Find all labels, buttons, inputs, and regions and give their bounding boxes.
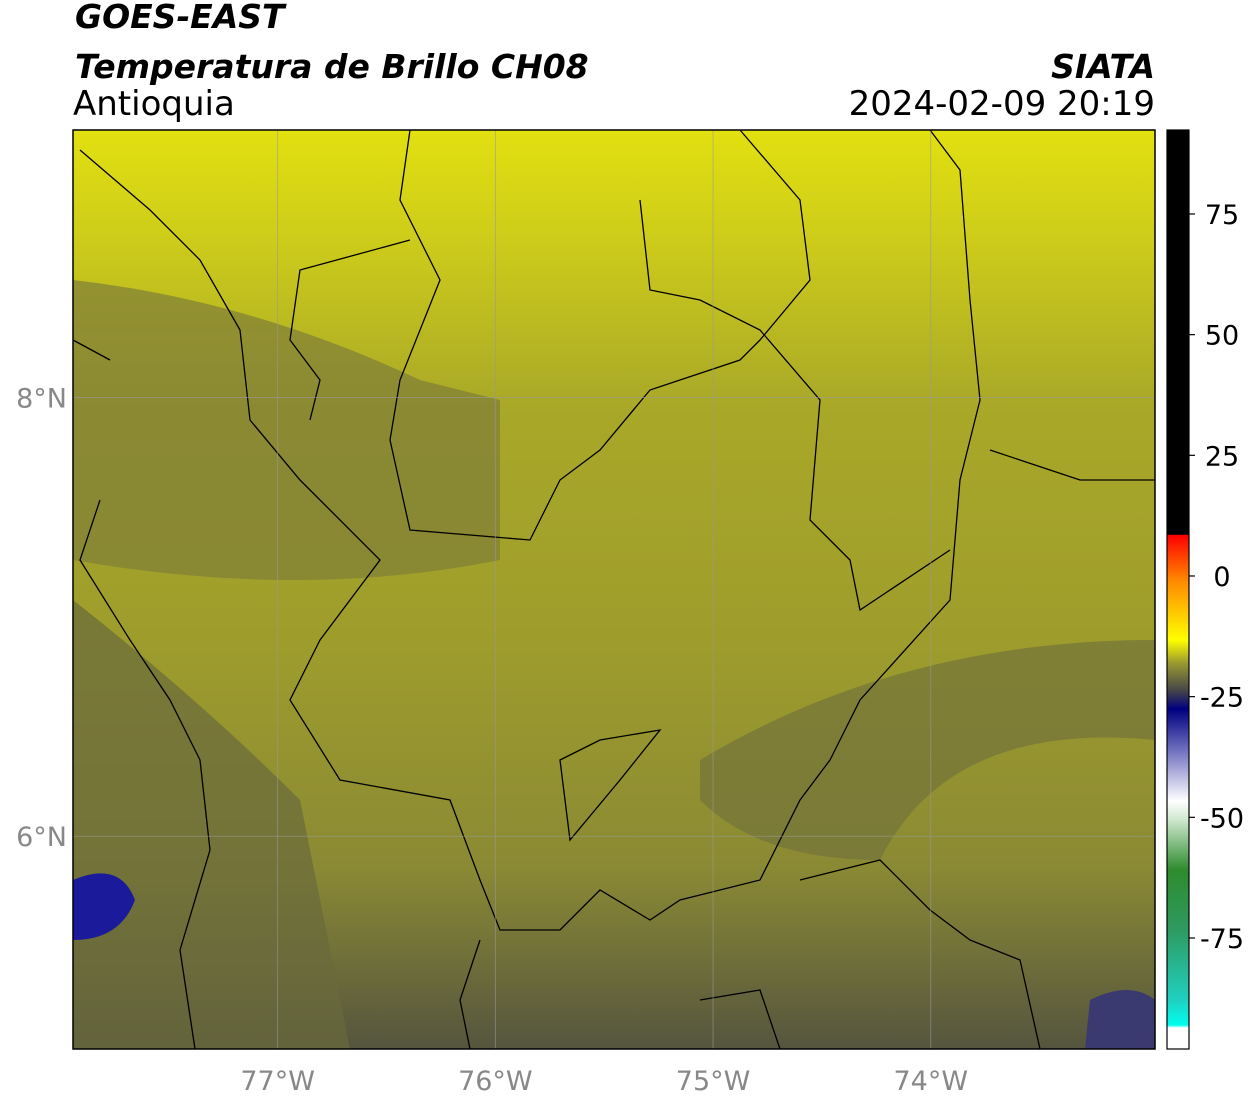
map-frame [72, 129, 1156, 1050]
field-region [73, 280, 500, 580]
colorbar-tick-label: 25 [1205, 441, 1239, 472]
source: SIATA [1051, 47, 1155, 86]
map [72, 129, 1156, 1050]
datetime: 2024-02-09 20:19 [849, 84, 1155, 124]
colorbar [1166, 129, 1190, 1050]
colorbar-tick-label: -75 [1200, 924, 1244, 955]
x-tick-label: 74°W [893, 1066, 968, 1097]
field-region [700, 640, 1155, 860]
field-region [73, 600, 350, 1049]
x-tick-label: 75°W [676, 1066, 751, 1097]
field-region [73, 873, 135, 940]
field-region [1085, 990, 1155, 1049]
x-tick-label: 76°W [458, 1066, 533, 1097]
colorbar-tick-label: 50 [1205, 321, 1239, 352]
y-tick-label: 8°N [16, 384, 67, 415]
colorbar-tick-label: -50 [1200, 803, 1244, 834]
product: Temperatura de Brillo CH08 [75, 47, 589, 86]
colorbar-tick-label: -25 [1200, 683, 1244, 714]
boundaries [72, 129, 1155, 1050]
colorbar-tick-label: 75 [1205, 200, 1239, 231]
graticule [73, 130, 1155, 1049]
colorbar-ticks: 75 50 25 0 -25 -50 -75 [1189, 200, 1244, 955]
x-tick-label: 77°W [240, 1066, 315, 1097]
y-tick-label: 6°N [16, 822, 67, 853]
region: Antioquia [73, 84, 235, 124]
satellite: GOES-EAST [75, 0, 287, 36]
colorbar-tick-label: 0 [1213, 562, 1230, 593]
